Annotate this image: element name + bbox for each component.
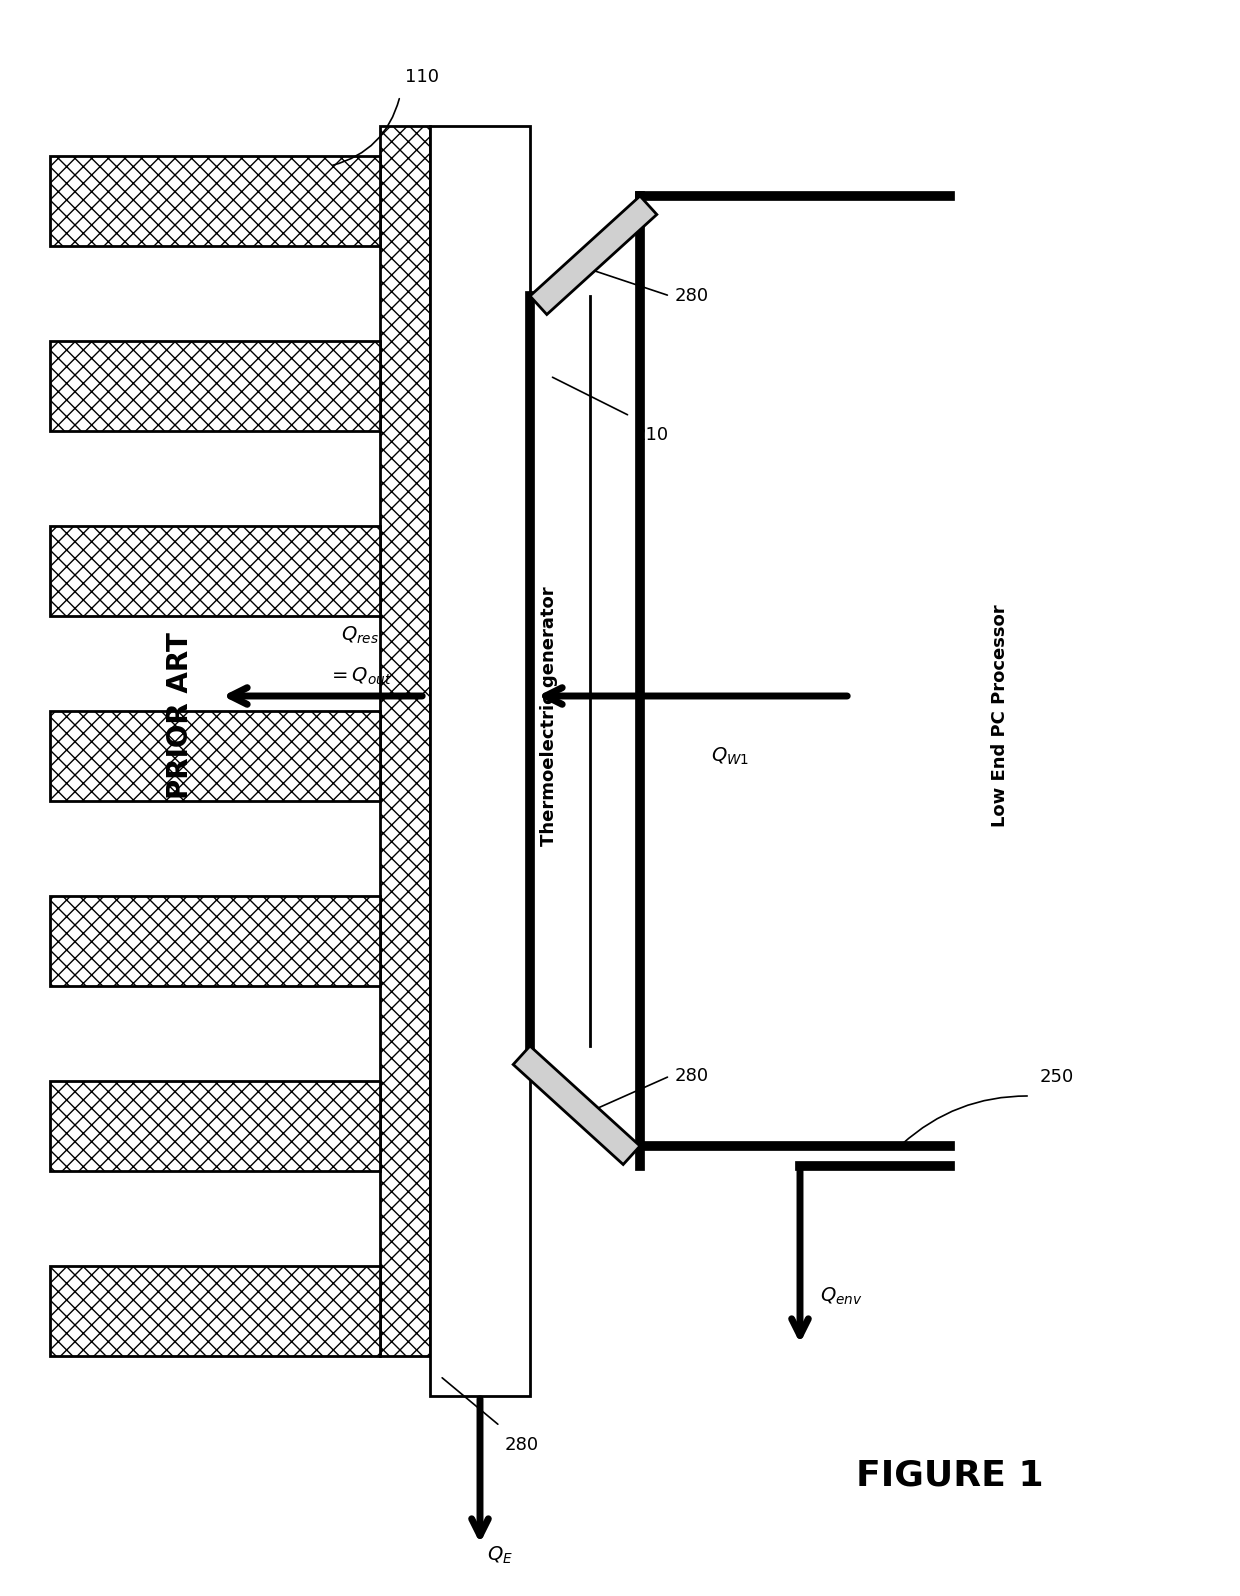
Bar bbox=[50, 1266, 379, 1357]
Bar bbox=[50, 710, 379, 801]
Text: 280: 280 bbox=[675, 1068, 709, 1085]
Text: $Q_E$: $Q_E$ bbox=[487, 1545, 513, 1566]
Text: 280: 280 bbox=[675, 287, 709, 305]
Text: $Q_{env}$: $Q_{env}$ bbox=[820, 1285, 863, 1307]
Text: Thermoelectric generator: Thermoelectric generator bbox=[539, 586, 558, 846]
Text: FIGURE 1: FIGURE 1 bbox=[856, 1459, 1044, 1492]
Text: $Q_{res}$: $Q_{res}$ bbox=[341, 624, 379, 646]
Text: 280: 280 bbox=[505, 1436, 539, 1454]
Bar bbox=[379, 126, 430, 1357]
Bar bbox=[50, 527, 379, 616]
Bar bbox=[50, 342, 379, 431]
Text: 250: 250 bbox=[1040, 1068, 1074, 1085]
Bar bbox=[50, 895, 379, 986]
Bar bbox=[430, 126, 529, 1397]
Text: Low End PC Processor: Low End PC Processor bbox=[991, 605, 1009, 827]
Bar bbox=[50, 1080, 379, 1171]
Text: 110: 110 bbox=[405, 69, 439, 86]
Text: $=Q_{out}$: $=Q_{out}$ bbox=[327, 666, 392, 688]
Text: 210: 210 bbox=[635, 426, 670, 444]
Text: $Q_{W1}$: $Q_{W1}$ bbox=[711, 745, 749, 768]
Polygon shape bbox=[513, 1045, 640, 1165]
Bar bbox=[50, 156, 379, 246]
Polygon shape bbox=[529, 196, 657, 314]
Text: PRIOR ART: PRIOR ART bbox=[166, 632, 193, 800]
